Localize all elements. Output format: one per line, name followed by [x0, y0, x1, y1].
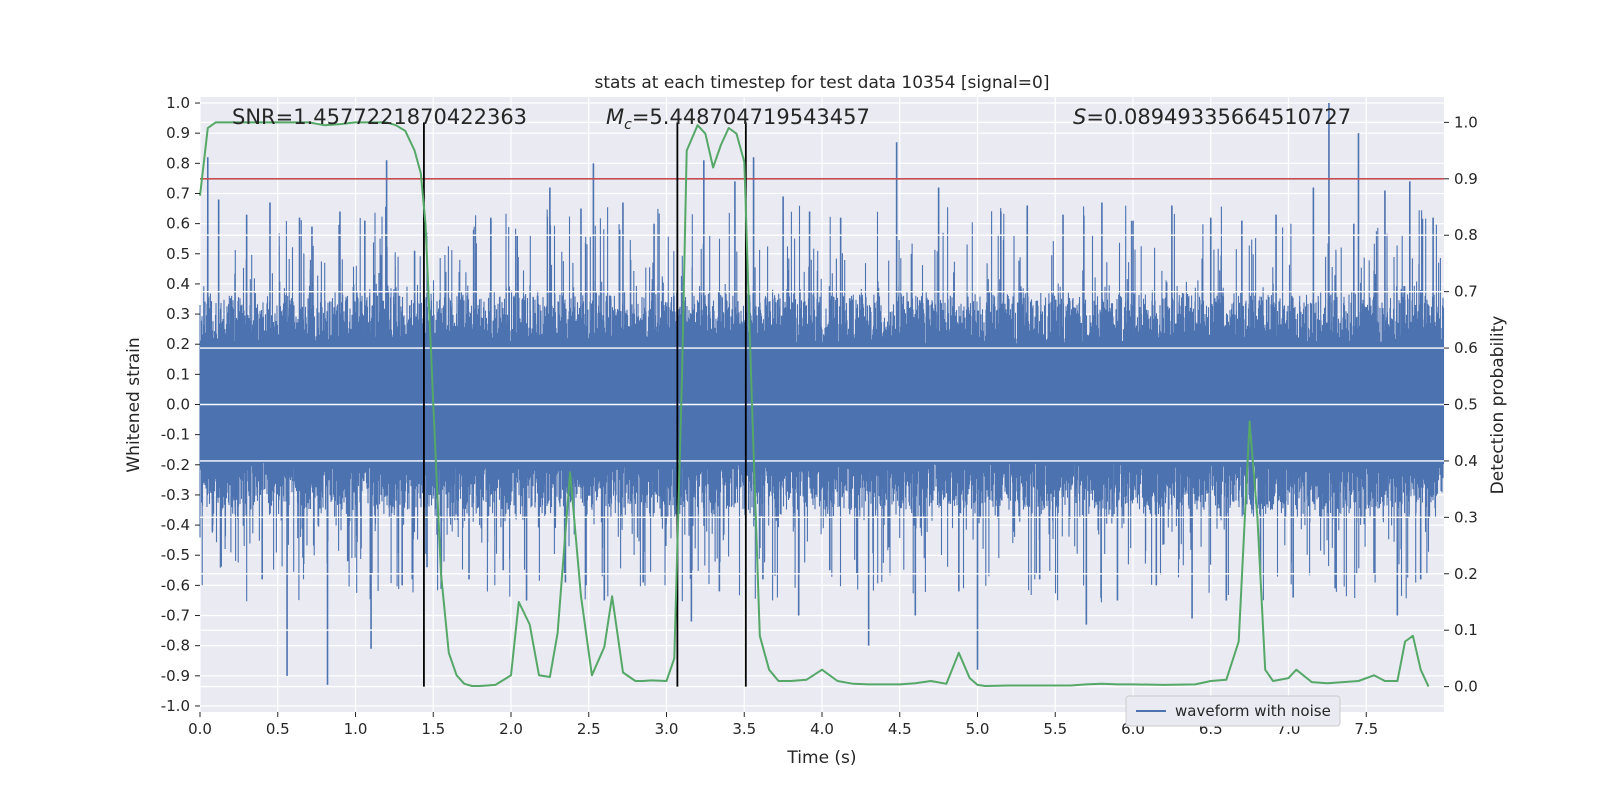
legend-entry: waveform with noise	[1175, 702, 1331, 720]
x-tick-label: 7.5	[1354, 720, 1378, 738]
x-tick-label: 3.0	[655, 720, 679, 738]
y2-tick-label: 0.0	[1454, 678, 1478, 696]
y2-tick-label: 0.7	[1454, 283, 1478, 301]
y-tick-label: -0.6	[161, 576, 190, 594]
snr-annotation: SNR=1.4577221870422363	[232, 105, 527, 129]
y-tick-label: 1.0	[166, 94, 190, 112]
y2-tick-label: 1.0	[1454, 113, 1478, 131]
y2-tick-label: 0.5	[1454, 396, 1478, 414]
y2-tick-label: 0.2	[1454, 565, 1478, 583]
x-tick-label: 0.5	[266, 720, 290, 738]
y2-axis-label: Detection probability	[1488, 316, 1508, 495]
y-tick-label: 0.5	[166, 245, 190, 263]
probability-series	[199, 121, 1444, 688]
waveform-series	[199, 103, 1445, 685]
y-tick-label: 0.2	[166, 335, 190, 353]
x-tick-label: 4.0	[810, 720, 834, 738]
y-tick-label: -0.5	[161, 546, 190, 564]
x-tick-label: 1.5	[421, 720, 445, 738]
y-tick-label: 0.9	[166, 124, 190, 142]
x-tick-label: 5.0	[966, 720, 990, 738]
y-tick-label: 0.4	[166, 275, 190, 293]
y-tick-label: -0.1	[161, 426, 190, 444]
y2-tick-label: 0.4	[1454, 452, 1478, 470]
y2-tick-label: 0.9	[1454, 170, 1478, 188]
x-tick-label: 0.0	[188, 720, 212, 738]
y-tick-label: 0.6	[166, 215, 190, 233]
legend-box	[1125, 695, 1341, 727]
x-tick-label: 2.5	[577, 720, 601, 738]
y-tick-label: -0.7	[161, 607, 190, 625]
chart-title: stats at each timestep for test data 103…	[595, 73, 1050, 93]
y-tick-label: -0.9	[161, 667, 190, 685]
x-tick-label: 5.5	[1043, 720, 1067, 738]
y-axis-label: Whitened strain	[124, 337, 144, 472]
waveform-noise-path	[199, 205, 1445, 603]
y-tick-label: 0.3	[166, 305, 190, 323]
y2-tick-label: 0.6	[1454, 339, 1478, 357]
y-tick-label: -1.0	[161, 697, 190, 715]
x-tick-label: 1.0	[344, 720, 368, 738]
y2-tick-label: 0.1	[1454, 621, 1478, 639]
y-tick-label: -0.3	[161, 486, 190, 504]
y-tick-label: -0.4	[161, 516, 190, 534]
y-tick-label: -0.2	[161, 456, 190, 474]
y-tick-label: 0.7	[166, 184, 190, 202]
probability-line	[199, 121, 1430, 688]
y-tick-label: 0.8	[166, 154, 190, 172]
axis-ticks: 0.0 0.5 1.0 1.5 2.0 2.5 3.0 3.5 4.0 4.5 5.0 5.5 6.0 6…	[161, 94, 1478, 738]
chirp-mass-annotation: Mc=5.448704719543457	[606, 105, 870, 133]
s-annotation: S=0.08949335664510727	[1073, 105, 1351, 129]
y2-tick-label: 0.8	[1454, 226, 1478, 244]
y2-tick-label: 0.3	[1454, 508, 1478, 526]
x-tick-label: 4.5	[888, 720, 912, 738]
y-tick-label: -0.8	[161, 637, 190, 655]
y-tick-label: 0.0	[166, 396, 190, 414]
legend: waveform with noise	[1125, 695, 1341, 727]
x-axis-label: Time (s)	[786, 748, 856, 768]
x-tick-label: 3.5	[732, 720, 756, 738]
y-tick-label: 0.1	[166, 365, 190, 383]
x-tick-label: 2.0	[499, 720, 523, 738]
